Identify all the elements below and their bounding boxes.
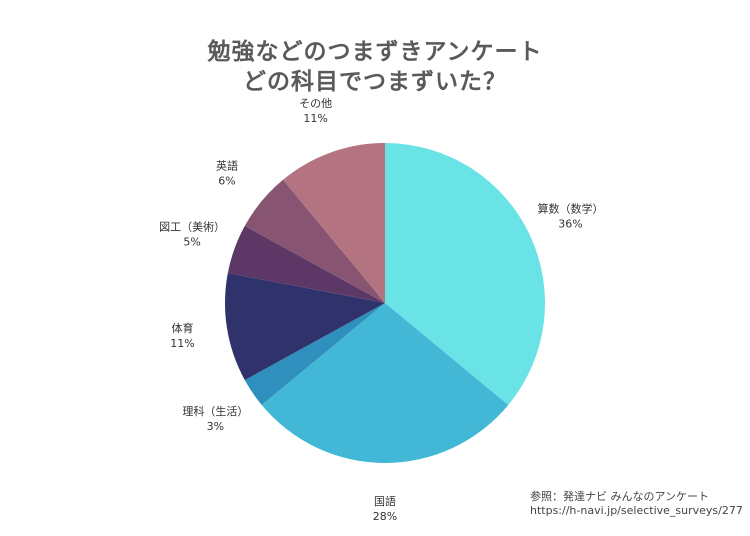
slice-label: 算数（数学） <box>538 202 604 216</box>
slice-value-label: 3% <box>207 420 224 433</box>
pie-slice <box>224 273 385 381</box>
pie-slice <box>227 225 385 303</box>
slice-label: 体育 <box>172 321 194 335</box>
slice-label: 理科（生活） <box>182 404 248 418</box>
pie-slice <box>283 143 385 303</box>
pie-slice <box>244 179 385 303</box>
pie-slice <box>385 143 545 405</box>
slice-value-label: 28% <box>373 510 397 523</box>
slice-label: その他 <box>299 97 332 110</box>
slice-value-label: 5% <box>183 236 200 249</box>
slice-value-label: 36% <box>558 218 582 231</box>
slice-value-label: 11% <box>170 337 194 350</box>
source-label: 参照：発達ナビ みんなのアンケート <box>530 490 710 503</box>
slice-label: 国語 <box>374 494 396 508</box>
slice-label: 英語 <box>216 158 238 172</box>
slice-label: 図工（美術） <box>159 221 225 234</box>
chart-title-line2: どの科目でつまずいた？ <box>243 69 507 95</box>
chart-title-line1: 勉強などのつまずきアンケート <box>207 39 543 65</box>
slice-value-label: 11% <box>303 112 327 125</box>
slice-value-label: 6% <box>218 174 235 187</box>
pie-slice <box>261 303 509 463</box>
pie-slice <box>244 303 385 405</box>
source-url[interactable]: https://h-navi.jp/selective_surveys/277 <box>530 504 743 517</box>
